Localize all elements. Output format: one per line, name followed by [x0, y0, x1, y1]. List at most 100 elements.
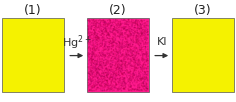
Point — [121, 20, 125, 21]
Text: KI: KI — [156, 37, 167, 47]
Point — [104, 79, 107, 81]
Point — [101, 21, 105, 23]
Point — [93, 21, 96, 22]
Point — [123, 24, 127, 25]
Point — [132, 27, 135, 29]
Point — [108, 43, 111, 45]
Point — [96, 37, 99, 39]
Point — [114, 83, 118, 85]
Point — [105, 48, 108, 49]
Point — [112, 41, 115, 42]
Point — [89, 81, 93, 83]
Point — [144, 38, 148, 39]
Text: (3): (3) — [194, 4, 212, 17]
Point — [128, 77, 132, 79]
Point — [121, 40, 124, 42]
Point — [89, 42, 93, 44]
Point — [135, 40, 139, 41]
Point — [97, 88, 100, 90]
Point — [103, 34, 106, 35]
Point — [137, 59, 140, 60]
Point — [118, 80, 122, 81]
Point — [105, 73, 109, 74]
Point — [96, 26, 99, 28]
Point — [118, 63, 122, 65]
Point — [130, 20, 134, 22]
Point — [105, 62, 109, 63]
Point — [87, 79, 91, 80]
Point — [89, 90, 93, 91]
Point — [139, 79, 143, 81]
Point — [115, 65, 119, 67]
Point — [144, 87, 148, 88]
Point — [142, 89, 146, 91]
Point — [87, 90, 90, 91]
Point — [106, 49, 110, 51]
Point — [138, 21, 141, 22]
Point — [100, 70, 104, 71]
Point — [109, 20, 112, 22]
Point — [92, 65, 96, 66]
Point — [134, 68, 138, 69]
Point — [94, 69, 97, 71]
Point — [117, 29, 121, 30]
Point — [88, 89, 92, 91]
Point — [98, 29, 102, 30]
Point — [98, 39, 101, 41]
Point — [103, 83, 107, 85]
Point — [110, 80, 114, 82]
Point — [96, 72, 100, 74]
Point — [141, 29, 145, 31]
Point — [87, 85, 91, 86]
Point — [105, 35, 108, 37]
Point — [98, 62, 102, 64]
Point — [143, 38, 147, 40]
Point — [120, 88, 123, 90]
Point — [118, 36, 121, 38]
Point — [86, 79, 90, 81]
Point — [108, 53, 111, 55]
Point — [127, 71, 131, 73]
Point — [133, 67, 136, 69]
Point — [89, 49, 93, 51]
Point — [118, 57, 122, 58]
Point — [110, 81, 113, 83]
Point — [142, 83, 146, 85]
Point — [126, 43, 130, 45]
Point — [89, 64, 93, 66]
Point — [132, 32, 136, 34]
Point — [96, 36, 100, 38]
Point — [138, 35, 142, 36]
Point — [104, 69, 107, 70]
Point — [86, 29, 90, 30]
Point — [143, 46, 147, 48]
Point — [122, 74, 126, 76]
Point — [128, 66, 132, 68]
Point — [125, 31, 129, 33]
Point — [87, 46, 91, 48]
Point — [98, 62, 101, 64]
Point — [140, 64, 144, 66]
Point — [119, 56, 123, 57]
Point — [137, 41, 141, 43]
Point — [112, 86, 116, 88]
Point — [95, 45, 99, 47]
Point — [125, 56, 128, 57]
Point — [142, 63, 145, 65]
Point — [102, 20, 106, 22]
Point — [138, 28, 141, 29]
Point — [124, 54, 128, 55]
Point — [114, 57, 118, 58]
Point — [110, 51, 113, 52]
Point — [143, 72, 147, 73]
Point — [127, 84, 131, 85]
Point — [93, 67, 97, 69]
Point — [107, 87, 110, 88]
Point — [105, 67, 108, 69]
Point — [121, 73, 125, 74]
Point — [116, 89, 120, 90]
Point — [145, 86, 149, 87]
Point — [136, 41, 140, 42]
Point — [120, 60, 123, 61]
Point — [96, 40, 99, 41]
